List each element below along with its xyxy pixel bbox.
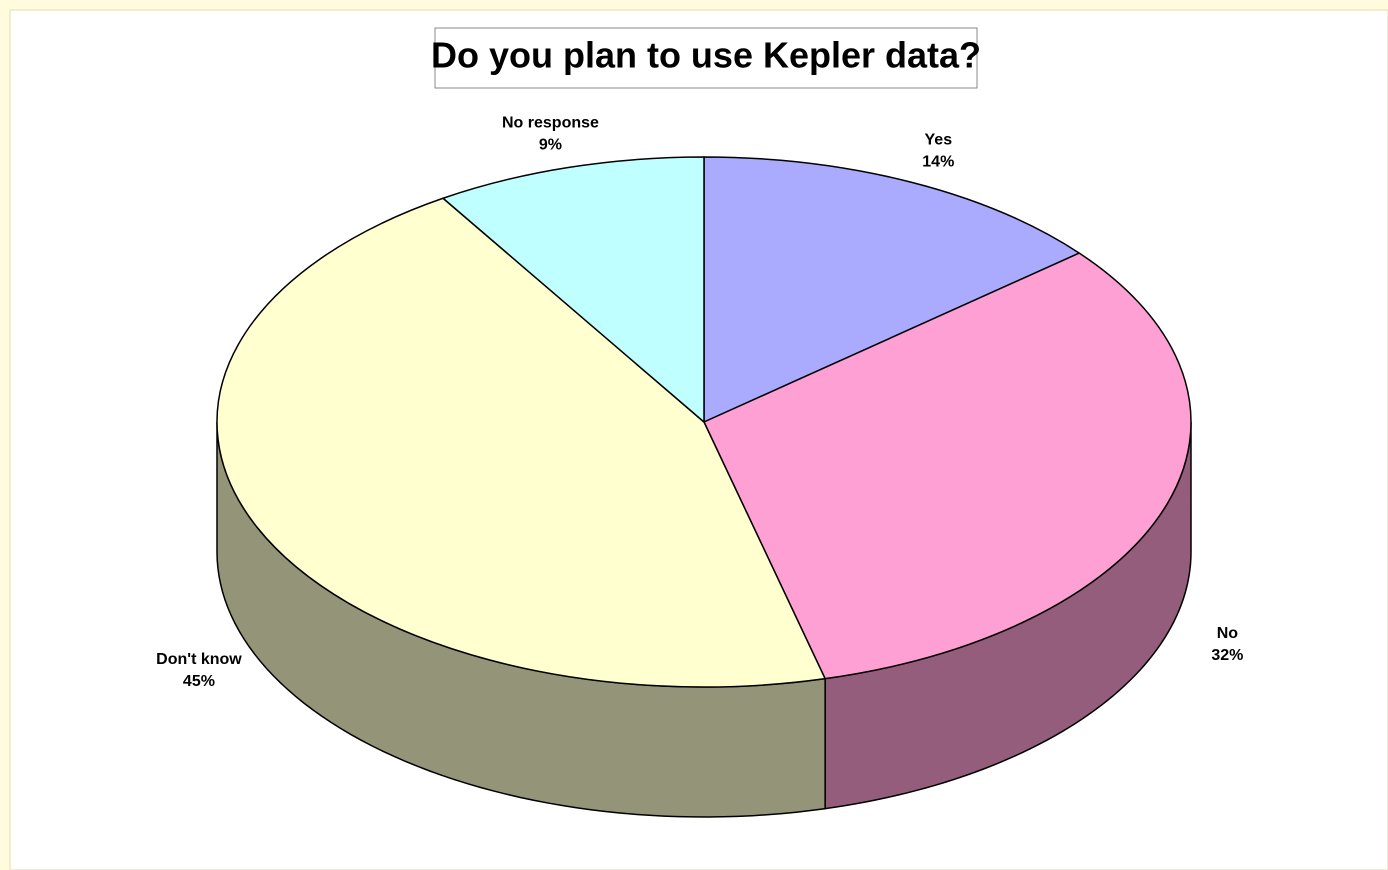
slice-label: Don't know <box>156 651 242 668</box>
pie-slice <box>216 197 827 688</box>
slice-value-label: 14% <box>922 153 954 170</box>
chart-title: Do you plan to use Kepler data? <box>431 35 981 76</box>
slice-label: No response <box>502 115 599 132</box>
slice-value-label: 32% <box>1211 647 1243 664</box>
slice-value-label: 45% <box>183 673 215 690</box>
slice-label: Yes <box>925 131 953 148</box>
pie-slice <box>702 252 1192 680</box>
pie-slice <box>441 156 705 424</box>
title-box <box>434 27 978 89</box>
slice-value-label: 9% <box>539 137 562 154</box>
slice-label: No <box>1217 625 1239 642</box>
pie-slice <box>703 156 1081 424</box>
